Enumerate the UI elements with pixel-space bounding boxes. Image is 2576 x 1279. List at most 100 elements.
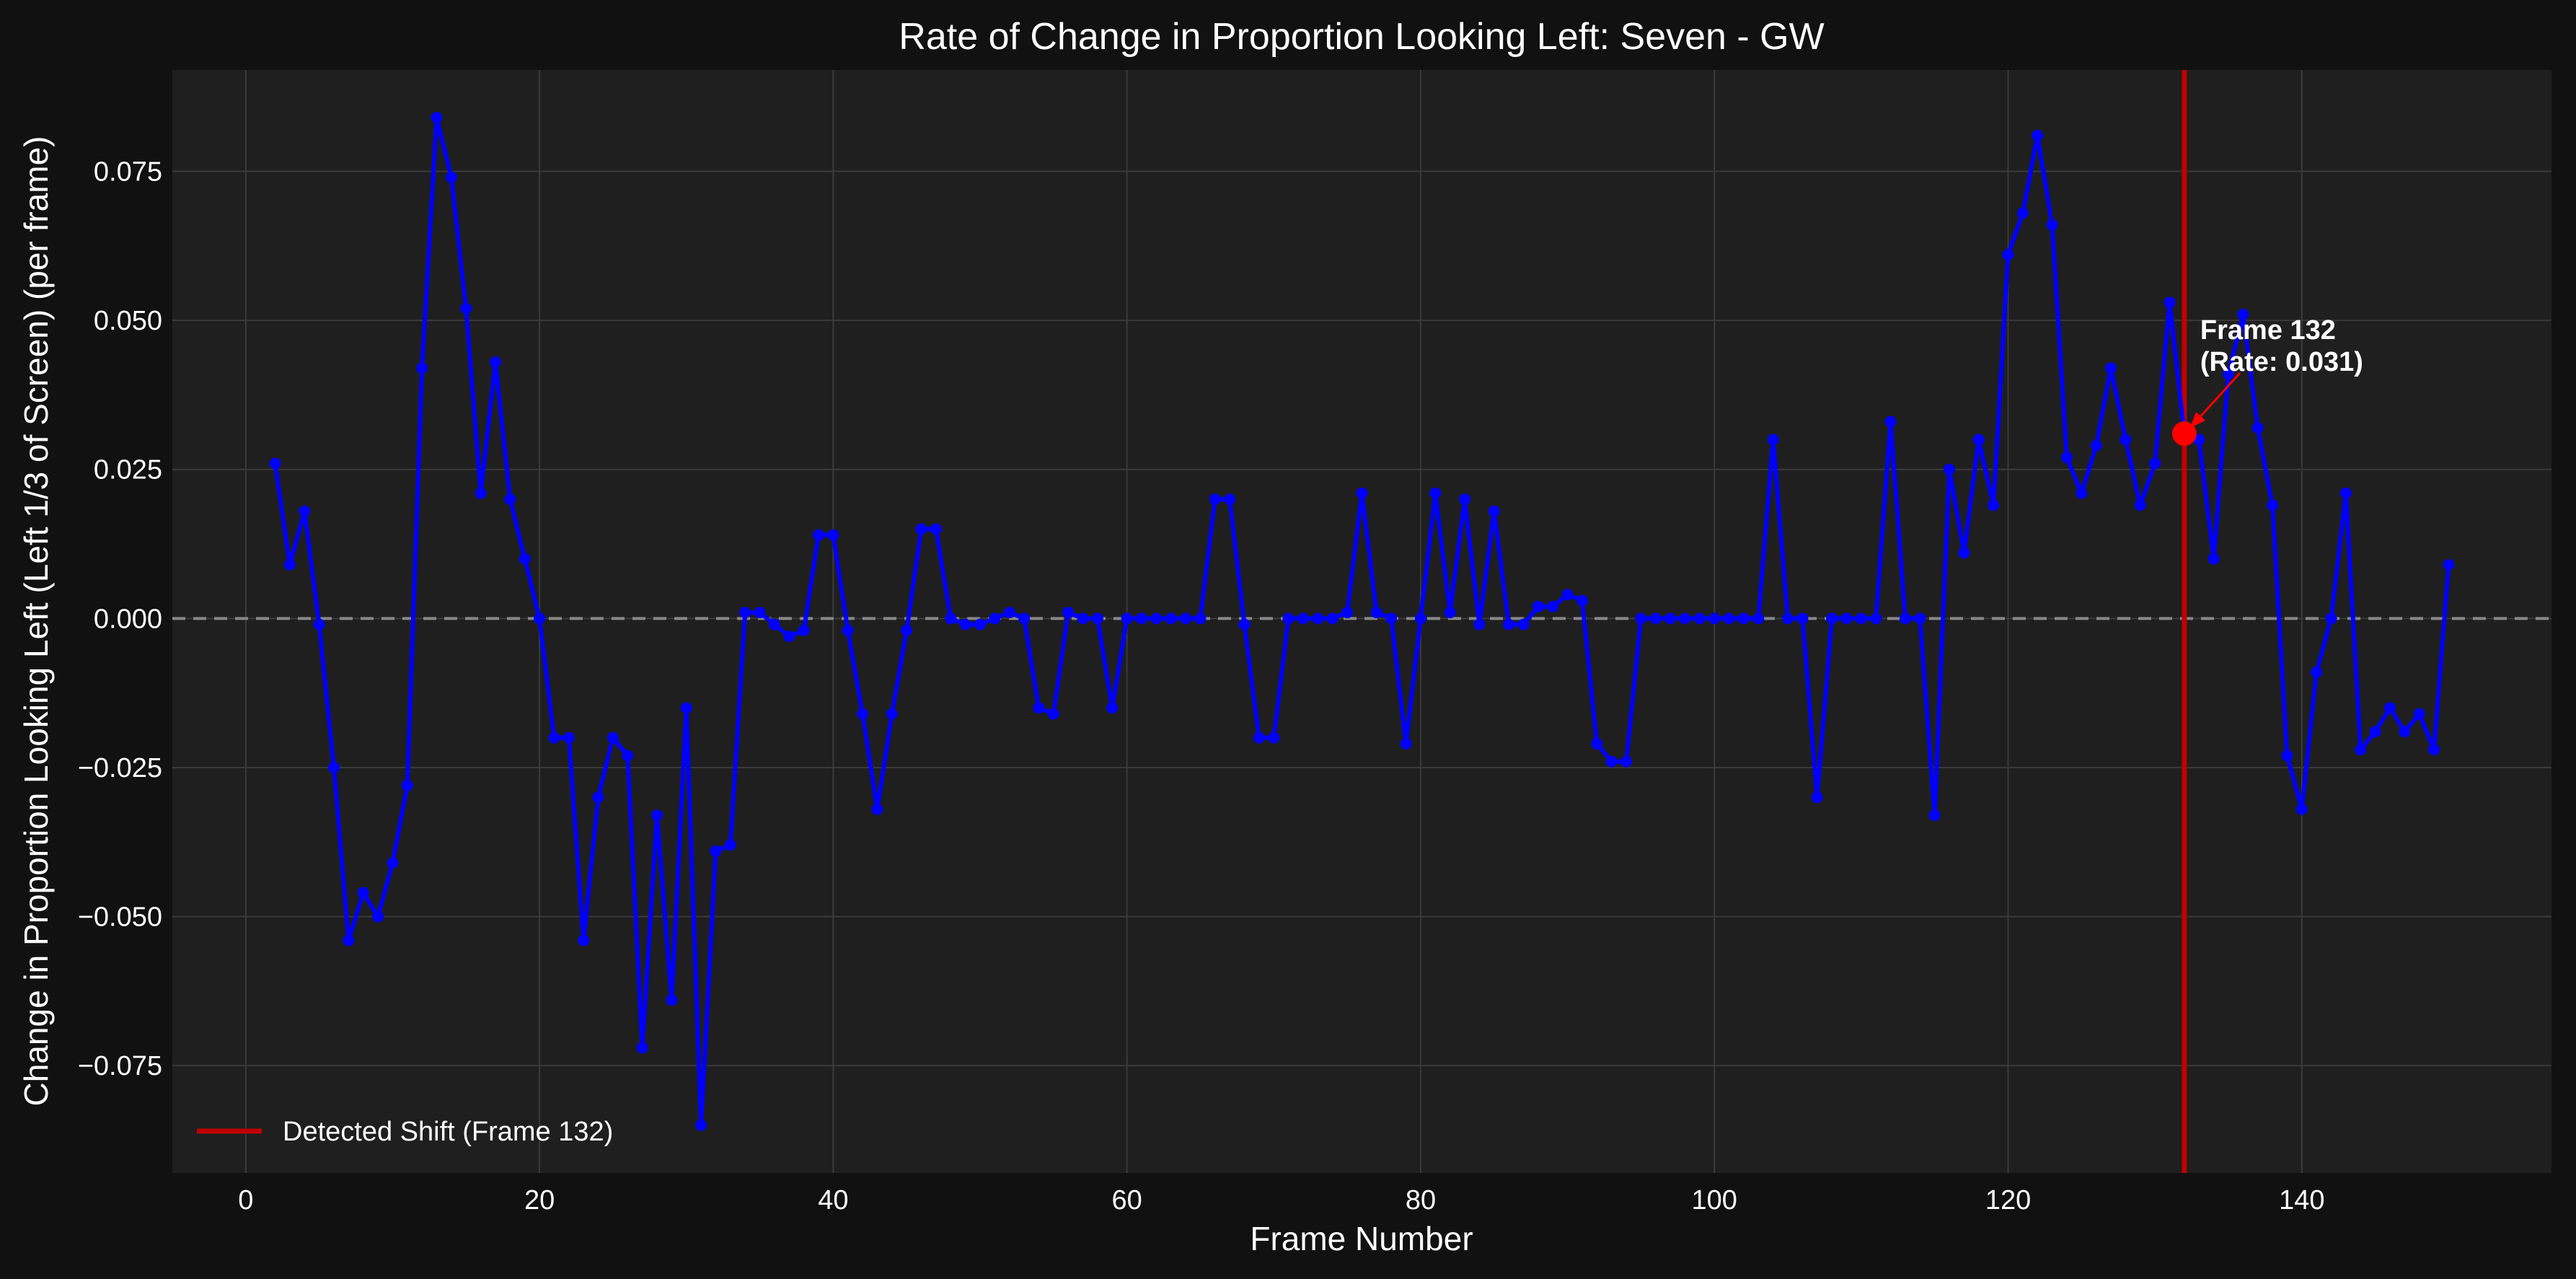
data-point <box>2163 296 2176 309</box>
data-point <box>1385 612 1398 625</box>
data-point <box>2443 558 2455 571</box>
data-point <box>666 994 678 1006</box>
data-point <box>1121 612 1133 625</box>
data-point <box>1914 612 1926 625</box>
data-point <box>695 1119 707 1131</box>
data-point <box>651 809 663 822</box>
data-point <box>915 523 927 535</box>
y-tick-label: 0.025 <box>94 455 162 485</box>
data-point <box>1180 612 1192 625</box>
data-point <box>1209 493 1221 506</box>
data-point <box>2016 207 2029 219</box>
data-point <box>2267 499 2279 511</box>
data-point <box>1047 708 1059 720</box>
data-point <box>1752 612 1765 625</box>
data-point <box>857 708 869 720</box>
data-point <box>1356 487 1368 499</box>
data-point <box>1106 702 1119 714</box>
x-tick-label: 80 <box>1406 1185 1436 1216</box>
data-point <box>739 607 751 619</box>
y-tick-label: 0.050 <box>94 306 162 336</box>
data-point <box>2090 439 2102 452</box>
data-point <box>606 731 619 744</box>
data-point <box>445 171 457 183</box>
data-point <box>563 731 575 744</box>
data-point <box>1972 434 1985 446</box>
y-tick-label: −0.050 <box>78 902 162 933</box>
annotation-frame: Frame 132 <box>2200 315 2336 346</box>
data-point <box>901 624 913 636</box>
data-point <box>680 702 692 714</box>
data-point <box>2120 434 2132 446</box>
data-point <box>1517 618 1530 630</box>
data-point <box>1620 755 1633 768</box>
data-point <box>1796 612 1809 625</box>
data-point <box>636 1042 648 1054</box>
data-point <box>1840 612 1853 625</box>
data-point <box>768 618 780 630</box>
x-tick-label: 0 <box>238 1185 253 1216</box>
data-point <box>534 612 546 625</box>
data-point <box>1400 737 1412 750</box>
data-point <box>1444 607 1456 619</box>
data-point <box>1576 594 1588 607</box>
data-point <box>1649 612 1662 625</box>
data-point <box>827 529 839 541</box>
annotation-arrowhead <box>2189 411 2206 428</box>
data-point <box>1297 612 1310 625</box>
data-point <box>1591 737 1603 750</box>
data-point <box>2002 249 2014 261</box>
data-point <box>1988 499 2000 511</box>
data-point <box>283 558 296 571</box>
data-point <box>578 934 590 946</box>
y-axis-label: Change in Proportion Looking Left (Left … <box>17 136 55 1107</box>
data-point <box>2060 452 2073 464</box>
data-point <box>1018 612 1031 625</box>
data-point <box>2207 553 2220 565</box>
data-point <box>504 493 516 506</box>
data-point <box>2046 219 2058 231</box>
data-point <box>813 529 825 541</box>
data-point <box>1635 612 1647 625</box>
data-point <box>1077 612 1089 625</box>
x-tick-labels: 0 20 40 60 80 100 120 140 <box>238 1185 2324 1216</box>
data-point <box>1503 618 1515 630</box>
data-point <box>1899 612 1911 625</box>
data-point <box>431 112 443 124</box>
legend: Detected Shift (Frame 132) <box>197 1117 613 1147</box>
y-tick-label: −0.075 <box>78 1051 162 1081</box>
x-tick-label: 140 <box>2279 1185 2324 1216</box>
data-point <box>989 612 1001 625</box>
x-tick-label: 20 <box>524 1185 555 1216</box>
data-point <box>1958 547 1970 559</box>
data-point <box>2281 750 2293 762</box>
data-point <box>2369 726 2381 738</box>
data-point <box>1033 702 1045 714</box>
data-point <box>1091 612 1103 625</box>
data-point <box>2032 129 2044 141</box>
data-point <box>1429 487 1442 499</box>
data-point <box>1855 612 1867 625</box>
data-point <box>2383 702 2396 714</box>
data-point <box>2339 487 2352 499</box>
data-point <box>2105 362 2117 374</box>
data-point <box>1928 809 1941 822</box>
data-point <box>1473 618 1486 630</box>
data-point <box>1547 600 1559 612</box>
y-tick-label: −0.025 <box>78 753 162 783</box>
data-point <box>754 607 766 619</box>
data-point <box>1605 755 1618 768</box>
data-point <box>1708 612 1721 625</box>
data-point <box>1870 612 1882 625</box>
data-point <box>1532 600 1544 612</box>
data-point <box>1282 612 1294 625</box>
data-point <box>1414 612 1426 625</box>
data-point <box>2325 612 2337 625</box>
data-point <box>328 761 340 773</box>
data-point <box>313 618 325 630</box>
data-point <box>1693 612 1706 625</box>
data-point <box>1238 618 1250 630</box>
data-point <box>2399 726 2411 738</box>
data-point <box>387 857 399 869</box>
